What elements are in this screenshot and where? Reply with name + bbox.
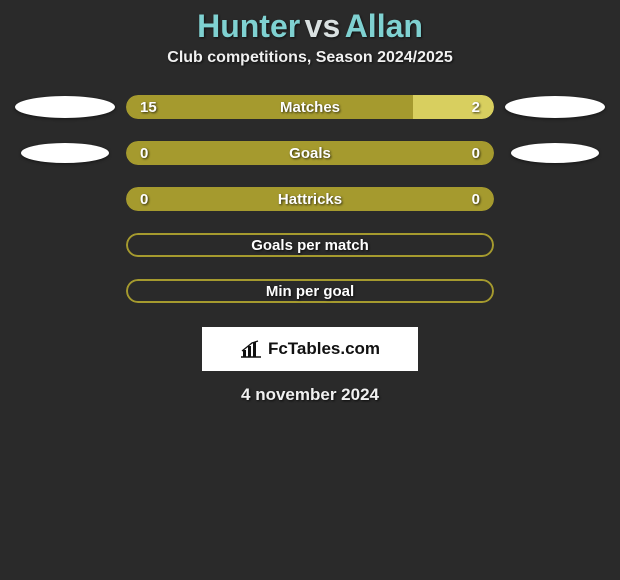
- stat-label: Matches: [280, 99, 340, 116]
- stat-label: Min per goal: [266, 283, 354, 300]
- stat-label: Goals: [289, 145, 331, 162]
- player1-name: Hunter: [197, 8, 300, 44]
- subtitle: Club competitions, Season 2024/2025: [0, 49, 620, 95]
- stat-row: 0 Goals 0: [10, 141, 610, 165]
- right-badge: [500, 187, 610, 211]
- player-ellipse-icon: [505, 96, 605, 118]
- title: Hunter vs Allan: [0, 0, 620, 49]
- left-badge: [10, 233, 120, 257]
- stat-row: 15 Matches 2: [10, 95, 610, 119]
- bar-overlay: 0 Goals 0: [126, 141, 494, 165]
- stat-row: 0 Hattricks 0: [10, 187, 610, 211]
- left-value: 15: [140, 99, 157, 116]
- right-badge: [500, 279, 610, 303]
- left-badge: [10, 279, 120, 303]
- title-vs: vs: [305, 8, 341, 44]
- right-value: 0: [472, 145, 480, 162]
- right-badge: [500, 233, 610, 257]
- left-badge: [10, 141, 120, 165]
- bar-overlay: 15 Matches 2: [126, 95, 494, 119]
- stat-label: Hattricks: [278, 191, 342, 208]
- bar-overlay: Min per goal: [126, 279, 494, 303]
- left-badge: [10, 95, 120, 119]
- left-value: 0: [140, 191, 148, 208]
- stat-row: Goals per match: [10, 233, 610, 257]
- left-badge: [10, 187, 120, 211]
- right-value: 2: [472, 99, 480, 116]
- logo-text: FcTables.com: [268, 339, 380, 359]
- right-value: 0: [472, 191, 480, 208]
- player-ellipse-icon: [511, 143, 599, 163]
- comparison-card: Hunter vs Allan Club competitions, Seaso…: [0, 0, 620, 405]
- stat-bar: Goals per match: [126, 233, 494, 257]
- left-value: 0: [140, 145, 148, 162]
- player-ellipse-icon: [15, 96, 115, 118]
- bar-chart-icon: [240, 340, 262, 358]
- player-ellipse-icon: [21, 143, 109, 163]
- logo-box: FcTables.com: [202, 327, 418, 371]
- bar-overlay: 0 Hattricks 0: [126, 187, 494, 211]
- date: 4 november 2024: [0, 385, 620, 405]
- right-badge: [500, 141, 610, 165]
- stat-bar: 0 Goals 0: [126, 141, 494, 165]
- bar-overlay: Goals per match: [126, 233, 494, 257]
- stat-rows: 15 Matches 2 0 Goals 0 0 Hattricks 0 Goals per ma…: [0, 95, 620, 303]
- right-badge: [500, 95, 610, 119]
- stat-bar: 15 Matches 2: [126, 95, 494, 119]
- stat-bar: 0 Hattricks 0: [126, 187, 494, 211]
- stat-label: Goals per match: [251, 237, 369, 254]
- player2-name: Allan: [345, 8, 423, 44]
- stat-bar: Min per goal: [126, 279, 494, 303]
- stat-row: Min per goal: [10, 279, 610, 303]
